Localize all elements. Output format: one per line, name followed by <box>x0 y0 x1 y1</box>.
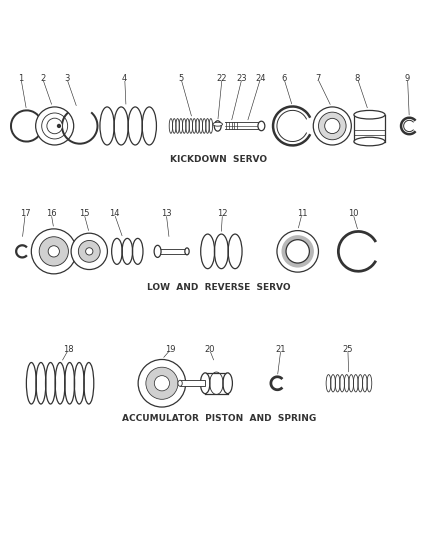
Bar <box>180 380 205 386</box>
Ellipse shape <box>185 248 189 255</box>
Ellipse shape <box>325 118 340 134</box>
Ellipse shape <box>286 240 309 263</box>
Text: 24: 24 <box>255 74 266 83</box>
Ellipse shape <box>42 113 67 139</box>
Text: 19: 19 <box>165 345 176 354</box>
Text: 23: 23 <box>237 74 247 83</box>
Ellipse shape <box>354 110 385 119</box>
Text: 3: 3 <box>64 74 70 83</box>
Ellipse shape <box>201 373 210 394</box>
Text: 16: 16 <box>46 209 57 218</box>
Ellipse shape <box>318 112 346 140</box>
Text: 14: 14 <box>109 209 120 218</box>
Ellipse shape <box>32 229 76 274</box>
Text: 5: 5 <box>178 74 184 83</box>
Ellipse shape <box>282 235 314 268</box>
Ellipse shape <box>354 137 385 146</box>
Ellipse shape <box>86 248 93 255</box>
Ellipse shape <box>213 122 223 126</box>
Text: 12: 12 <box>217 209 228 218</box>
Ellipse shape <box>138 359 186 407</box>
Circle shape <box>154 376 170 391</box>
Circle shape <box>57 124 61 128</box>
Text: 11: 11 <box>297 209 307 218</box>
Ellipse shape <box>214 121 221 131</box>
Ellipse shape <box>39 237 68 266</box>
Text: 8: 8 <box>355 74 360 83</box>
Text: 22: 22 <box>217 74 227 83</box>
Text: 7: 7 <box>315 74 320 83</box>
Bar <box>158 249 187 254</box>
Ellipse shape <box>277 231 318 272</box>
Text: 1: 1 <box>18 74 24 83</box>
Text: 17: 17 <box>20 209 31 218</box>
Text: 25: 25 <box>343 345 353 354</box>
Text: 10: 10 <box>348 209 358 218</box>
Ellipse shape <box>71 233 107 270</box>
Text: 15: 15 <box>79 209 89 218</box>
Ellipse shape <box>35 107 74 145</box>
Ellipse shape <box>47 118 63 134</box>
Text: 9: 9 <box>405 74 410 83</box>
Text: ACCUMULATOR  PISTON  AND  SPRING: ACCUMULATOR PISTON AND SPRING <box>122 414 316 423</box>
Ellipse shape <box>178 380 182 386</box>
Ellipse shape <box>258 121 265 131</box>
Text: 2: 2 <box>40 74 45 83</box>
Text: LOW  AND  REVERSE  SERVO: LOW AND REVERSE SERVO <box>147 283 291 292</box>
Ellipse shape <box>146 367 178 399</box>
Text: 4: 4 <box>122 74 127 83</box>
Ellipse shape <box>154 245 161 257</box>
Text: KICKDOWN  SERVO: KICKDOWN SERVO <box>170 155 268 164</box>
Ellipse shape <box>223 373 233 394</box>
Text: 6: 6 <box>281 74 286 83</box>
Ellipse shape <box>78 240 100 262</box>
Ellipse shape <box>313 107 351 145</box>
Text: 20: 20 <box>204 345 215 354</box>
Ellipse shape <box>48 246 60 257</box>
Text: 13: 13 <box>161 209 172 218</box>
Text: 21: 21 <box>276 345 286 354</box>
Text: 18: 18 <box>63 345 74 354</box>
